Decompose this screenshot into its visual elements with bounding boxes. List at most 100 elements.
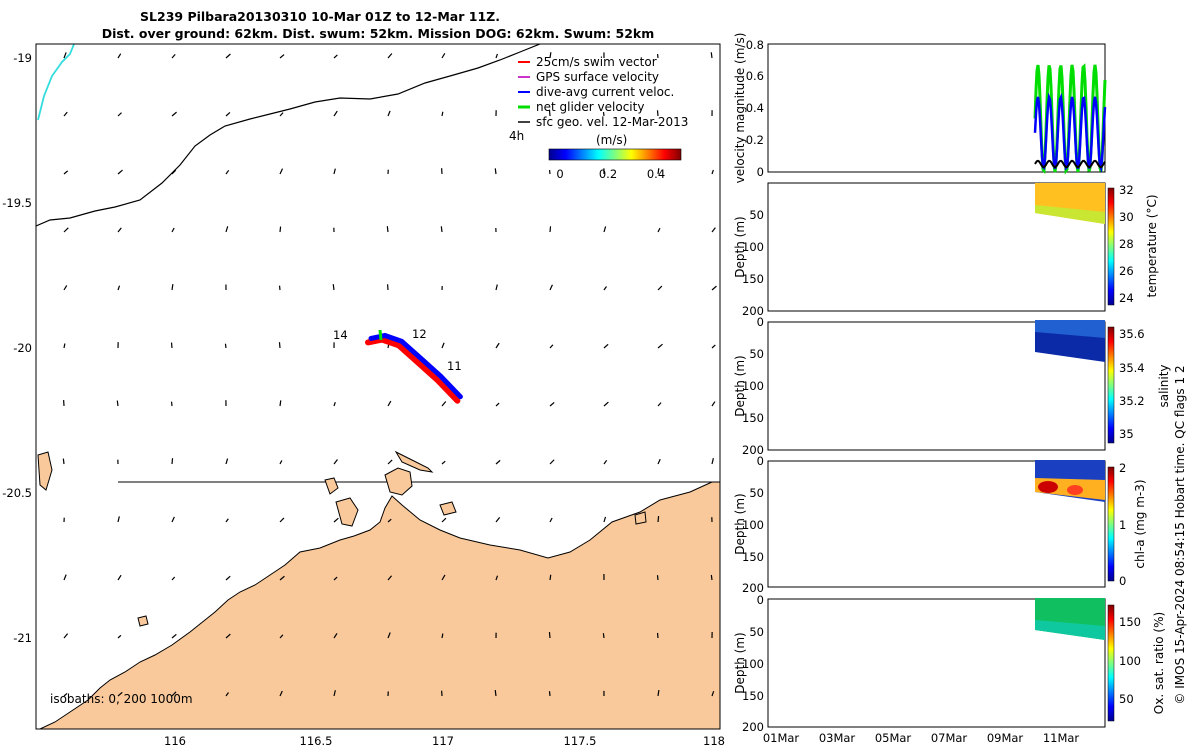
ytick: 200 <box>742 581 764 595</box>
cbar-tick: 0 <box>1119 574 1126 588</box>
current-vector-arrow <box>656 110 659 117</box>
current-vector-grid <box>62 52 717 697</box>
current-vector-arrow <box>711 691 715 697</box>
geostrophic-velocity-series <box>1034 159 1106 169</box>
current-vector-arrow <box>63 111 68 117</box>
current-vector-arrow <box>710 574 713 581</box>
time-series-panels: velocity magnitude (m/s) Depth (m) Depth… <box>733 33 1187 745</box>
current-vector-arrow <box>279 690 283 697</box>
current-vector-arrow <box>279 460 283 465</box>
time-x-axis: 01Mar 03Mar 05Mar 07Mar 09Mar 11Mar <box>763 731 1080 745</box>
current-vector-arrow <box>710 52 713 59</box>
island <box>634 511 647 525</box>
current-vector-arrow <box>711 401 716 407</box>
current-vector-arrow <box>387 575 393 581</box>
current-vector-arrow <box>117 112 122 117</box>
temperature-colorbar <box>1107 187 1115 306</box>
velocity-ylabel: velocity magnitude (m/s) <box>733 33 747 184</box>
current-vector-arrow <box>63 227 69 233</box>
current-vector-arrow <box>549 344 554 349</box>
island <box>37 451 53 491</box>
hour-label: 4h <box>509 129 524 143</box>
ytick: 0.4 <box>746 101 764 115</box>
current-vector-arrow <box>441 574 446 581</box>
time-tick: 03Mar <box>819 731 856 745</box>
current-vector-arrow <box>711 227 716 233</box>
map-y-tick: -19.5 <box>2 196 32 210</box>
cbar-tick: 35.4 <box>1119 361 1145 375</box>
legend-item: dive-avg current veloc. <box>536 85 674 99</box>
chla-max-patch <box>1067 485 1083 495</box>
temperature-yticks: 50 100 150 200 <box>742 208 764 318</box>
time-tick: 11Mar <box>1043 731 1080 745</box>
map-legend: 25cm/s swim vector GPS surface velocity … <box>509 55 688 181</box>
current-vector-arrow <box>495 342 500 349</box>
map-x-tick: 117 <box>432 734 454 748</box>
current-vector-arrow <box>171 633 177 639</box>
current-vector-arrow <box>225 53 231 59</box>
current-vector-arrow <box>62 458 65 465</box>
velocity-lines <box>1033 63 1107 175</box>
figure-title: SL239 Pilbara20130310 10-Mar 01Z to 12-M… <box>140 9 500 24</box>
island <box>324 477 339 495</box>
oxygen-yticks: 0 50 100 150 200 <box>742 593 764 734</box>
current-vector-arrow <box>279 54 285 59</box>
current-vector-arrow <box>279 517 285 523</box>
ytick: 0 <box>757 454 764 468</box>
ytick: 0.2 <box>746 133 764 147</box>
colorbar-tick: 0 <box>556 167 563 181</box>
ytick: 50 <box>749 347 764 361</box>
current-vector-arrow <box>333 576 338 581</box>
current-vector-arrow <box>279 400 282 407</box>
current-vector-arrow <box>387 110 391 117</box>
current-vector-arrow <box>333 402 336 407</box>
ytick: 150 <box>742 689 764 703</box>
current-vector-arrow <box>549 284 553 291</box>
current-vector-arrow <box>657 227 661 233</box>
cbar-tick: 100 <box>1119 654 1141 668</box>
current-vector-arrow <box>278 342 281 349</box>
colorbar-title: (m/s) <box>596 133 627 147</box>
current-vector-arrow <box>279 112 284 117</box>
ytick: 50 <box>749 486 764 500</box>
current-vector-arrow <box>171 516 175 523</box>
current-vector-arrow <box>63 343 66 349</box>
island <box>137 615 149 627</box>
current-vector-arrow <box>602 111 605 117</box>
current-vector-arrow <box>441 342 445 349</box>
current-vector-arrow <box>657 285 663 291</box>
current-vector-arrow <box>117 53 122 59</box>
current-vector-arrow <box>549 517 553 523</box>
current-vector-arrow <box>171 284 174 291</box>
current-vector-arrow <box>225 226 229 233</box>
legend-item: net glider velocity <box>536 100 644 114</box>
oxygen-cbar-ticks: 150 100 50 <box>1119 615 1141 706</box>
ytick: 200 <box>742 443 764 457</box>
current-vector-arrow <box>603 459 608 465</box>
current-vector-arrow <box>279 634 284 639</box>
salinity-yticks: 0 50 100 150 200 <box>742 315 764 457</box>
current-vector-arrow <box>657 168 660 175</box>
coast-cyan-line <box>37 44 75 121</box>
current-vector-arrow <box>603 226 607 233</box>
current-vector-arrow <box>495 284 498 291</box>
current-vector-arrow <box>63 692 68 697</box>
current-vector-arrow <box>225 575 231 581</box>
current-vector-arrow <box>549 52 552 59</box>
salinity-cbar-label: salinity <box>1157 364 1171 407</box>
salinity-cbar-ticks: 35.6 35.4 35.2 35 <box>1119 327 1145 441</box>
temperature-ylabel: Depth (m) <box>733 216 747 277</box>
current-vector-track <box>368 332 463 400</box>
current-vector-arrow <box>224 343 227 349</box>
ytick: 100 <box>742 240 764 254</box>
current-vector-arrow <box>171 111 177 117</box>
map-x-tick: 116 <box>164 734 186 748</box>
island <box>335 497 359 527</box>
legend-item: sfc geo. vel. 12-Mar-2013 <box>536 115 688 129</box>
current-vector-arrow <box>63 633 69 639</box>
colorbar-tick: 0.2 <box>599 167 617 181</box>
colorbar-tick: 0.4 <box>647 167 665 181</box>
current-vector-arrow <box>441 111 444 117</box>
current-vector-arrow <box>441 52 446 59</box>
current-vector-arrow <box>711 285 717 291</box>
